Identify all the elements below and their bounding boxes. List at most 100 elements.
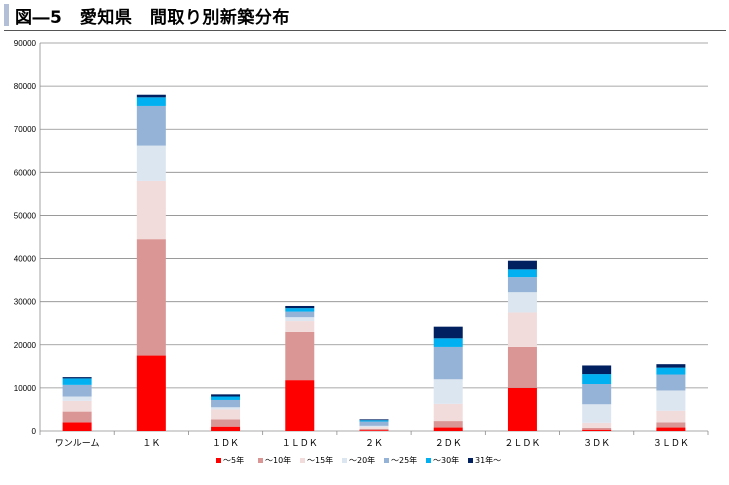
legend-label: ～25年 (391, 456, 418, 465)
bar-segment (359, 430, 389, 431)
bar-segment (582, 427, 612, 430)
y-tick-label: 30000 (14, 298, 37, 307)
x-category-label: ２ＤＫ (435, 439, 462, 449)
bar-segment (433, 403, 463, 422)
bar-segment (62, 400, 92, 412)
y-tick-label: 70000 (14, 125, 37, 134)
bar-segment (433, 379, 463, 404)
legend-label: 31年～ (475, 456, 502, 465)
legend-label: ～30年 (433, 456, 460, 465)
title-divider (4, 30, 726, 31)
bar-segment (433, 326, 463, 339)
bar-segment (582, 404, 612, 423)
bar-segment (433, 338, 463, 347)
y-tick-label: 80000 (14, 82, 37, 91)
bar-segment (211, 399, 241, 408)
x-category-label: ３ＤＫ (583, 439, 610, 449)
legend-label: ～5年 (223, 456, 245, 465)
bar-segment (359, 425, 389, 428)
bar-segment (433, 421, 463, 428)
legend-item: ～30年 (426, 455, 459, 466)
bar-segment (285, 305, 315, 309)
bar-segment (656, 364, 686, 368)
bar-segment (285, 331, 315, 381)
bar-segment (582, 384, 612, 405)
bar-segment (582, 374, 612, 385)
chart-title: 図―5 愛知県 間取り別新築分布 (15, 8, 290, 28)
legend-label: ～10年 (265, 456, 292, 465)
bar-segment (62, 411, 92, 423)
legend-swatch (468, 458, 473, 463)
bar-segment (507, 260, 537, 270)
stacked-bar-chart: 0 10000 20000 30000 40000 50000 60000 70000 8000… (14, 39, 709, 449)
bar-segment (507, 292, 537, 313)
x-category-label: ３ＬＤＫ (653, 439, 689, 449)
bar-segment (285, 380, 315, 431)
y-tick-label: 40000 (14, 255, 37, 264)
bar-segment (211, 409, 241, 420)
bar-segment (285, 311, 315, 318)
legend-item: ～15年 (300, 455, 333, 466)
y-tick-label: 60000 (14, 168, 37, 177)
bar-segment (136, 355, 166, 431)
bar-segment (582, 365, 612, 375)
bar-segment (136, 145, 166, 181)
y-tick-label: 50000 (14, 211, 37, 220)
bar-segment (582, 429, 612, 431)
bar-segment (62, 377, 92, 379)
legend-item: 31年～ (468, 455, 501, 466)
bar-segment (136, 105, 166, 146)
title-accent-bar (4, 4, 9, 26)
bar-segment (507, 269, 537, 278)
legend-swatch (300, 458, 305, 463)
y-tick-label: 10000 (14, 384, 37, 393)
bar-segment (507, 387, 537, 431)
x-category-label: ワンルーム (55, 438, 100, 449)
bar-segment (211, 394, 241, 397)
title-bar: 図―5 愛知県 間取り別新築分布 (0, 0, 729, 32)
bar-segment (656, 367, 686, 375)
bar-segment (359, 420, 389, 422)
bar-segment (359, 427, 389, 429)
legend-item: ～25年 (384, 455, 417, 466)
bar-segment (211, 426, 241, 431)
x-category-label: １ＬＤＫ (282, 439, 318, 449)
bar-segment (656, 422, 686, 428)
x-category-label: １ＤＫ (212, 439, 239, 449)
legend-swatch (384, 458, 389, 463)
x-category-label: １Ｋ (142, 439, 160, 449)
bar-segment (211, 407, 241, 410)
bar-segment (507, 277, 537, 293)
bar-segment (62, 396, 92, 401)
legend-item: ～10年 (258, 455, 291, 466)
bar-segment (211, 396, 241, 400)
bar-segment (136, 239, 166, 356)
bar-segment (656, 374, 686, 391)
x-category-label: ２Ｋ (365, 439, 383, 449)
bar-segment (359, 421, 389, 426)
bar-segment (582, 422, 612, 428)
bar-segment (285, 317, 315, 322)
bar-segment (285, 308, 315, 312)
legend-item: ～5年 (216, 455, 244, 466)
bar-segment (656, 410, 686, 423)
bar-segment (359, 419, 389, 421)
y-tick-label: 0 (32, 427, 37, 436)
bar-segment (211, 419, 241, 427)
legend-label: ～20年 (349, 456, 376, 465)
bar-segment (136, 94, 166, 98)
legend-swatch (426, 458, 431, 463)
x-category-label: ２ＬＤＫ (504, 439, 540, 449)
bar-segment (62, 422, 92, 431)
bar-segment (433, 346, 463, 380)
bar-segment (359, 428, 389, 431)
y-tick-label: 20000 (14, 341, 37, 350)
bar-segment (656, 390, 686, 411)
legend-item: ～20年 (342, 455, 375, 466)
legend-swatch (258, 458, 263, 463)
bar-segment (62, 384, 92, 397)
bar-segment (136, 180, 166, 240)
y-tick-label: 90000 (14, 39, 37, 48)
legend-label: ～15年 (307, 456, 334, 465)
bar-segment (62, 378, 92, 385)
